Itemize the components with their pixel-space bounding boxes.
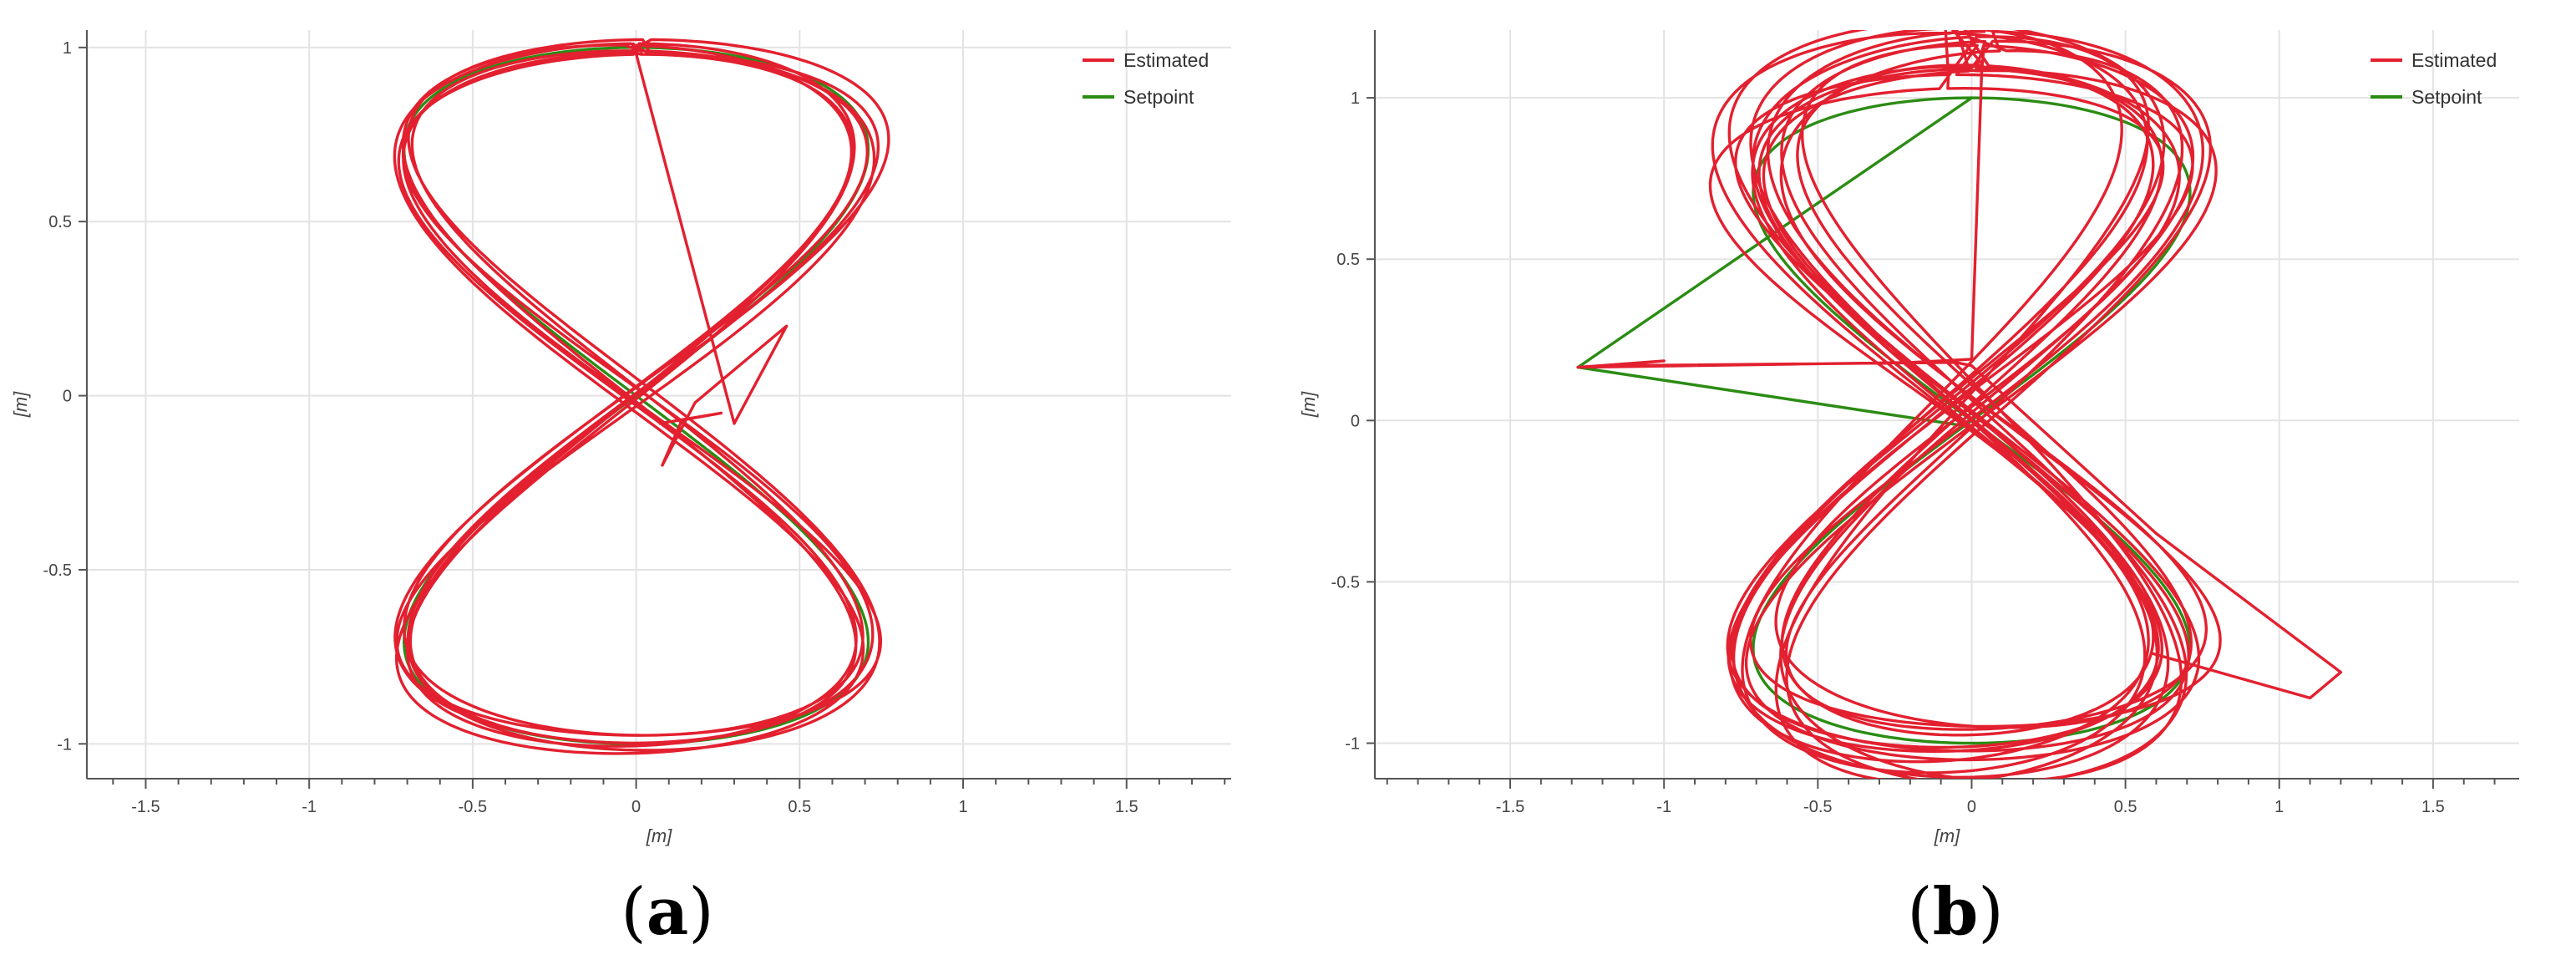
series-line-estimated — [1576, 30, 2343, 779]
trajectory-chart-b: -1.5 -1 -0.5 0 0.5 1 1.5 -1 -0.5 0 0.5 1 [m] [m] Estim… — [1298, 30, 2519, 950]
y-tick-label: 0 — [63, 388, 72, 406]
caption-close-paren: ) — [688, 875, 713, 950]
chart-panel-b: -1.5 -1 -0.5 0 0.5 1 1.5 -1 -0.5 0 0.5 1 [m] [m] Estim… — [1288, 0, 2576, 965]
x-tick-label: -0.5 — [1803, 798, 1832, 816]
y-tick-label: -0.5 — [43, 561, 72, 580]
series-group — [393, 38, 890, 755]
y-tick-label: -1 — [57, 735, 72, 754]
x-tick-label: 0.5 — [788, 798, 811, 816]
legend-label-estimated: Estimated — [1123, 49, 1209, 71]
y-tick-label: -0.5 — [1331, 573, 1360, 592]
panel-caption: (b) — [1907, 874, 2003, 950]
legend-label-setpoint: Setpoint — [2411, 86, 2482, 108]
grid-lines — [87, 30, 1231, 779]
y-tick-label: -1 — [1345, 735, 1360, 754]
caption-open-paren: ( — [1907, 875, 1932, 950]
y-axis-label: [m] — [1298, 391, 1319, 418]
x-axis-label: [m] — [1934, 825, 1960, 846]
x-tick-label: 0 — [631, 798, 641, 816]
series-line-setpoint — [1576, 96, 2192, 745]
x-tick-label: -1 — [1656, 798, 1671, 816]
series-group — [1576, 30, 2343, 779]
panel-caption: (a) — [621, 874, 713, 950]
trajectory-chart-a: -1.5 -1 -0.5 0 0.5 1 1.5 -1 -0.5 0 0.5 1 [m] [m] Estim… — [10, 30, 1231, 950]
y-tick-label: 1 — [1351, 89, 1360, 108]
x-tick-label: 0.5 — [2114, 798, 2137, 816]
caption-letter: b — [1933, 874, 1979, 950]
x-tick-label: -0.5 — [459, 798, 487, 816]
x-axis-label: [m] — [646, 825, 672, 846]
x-tick-label: -1.5 — [131, 798, 160, 816]
caption-open-paren: ( — [621, 875, 646, 950]
y-tick-label: 0.5 — [1336, 251, 1360, 269]
y-tick-label: 0 — [1351, 412, 1360, 430]
legend-label-setpoint: Setpoint — [1123, 86, 1194, 108]
y-tick-label: 1 — [63, 39, 72, 58]
x-tick-label: -1 — [302, 798, 317, 816]
x-tick-label: 1 — [958, 798, 967, 816]
series-line-estimated — [393, 38, 890, 755]
legend: Estimated Setpoint — [2371, 49, 2497, 108]
y-axis-label: [m] — [10, 391, 31, 418]
x-tick-label: 1.5 — [1115, 798, 1138, 816]
caption-letter: a — [647, 874, 689, 950]
legend-label-estimated: Estimated — [2411, 49, 2497, 71]
caption-close-paren: ) — [1978, 875, 2003, 950]
x-tick-label: 1.5 — [2421, 798, 2445, 816]
legend: Estimated Setpoint — [1083, 49, 1209, 108]
chart-panel-a: -1.5 -1 -0.5 0 0.5 1 1.5 -1 -0.5 0 0.5 1 [m] [m] Estim… — [10, 30, 1231, 950]
x-tick-label: 1 — [2274, 798, 2284, 816]
x-tick-label: 0 — [1967, 798, 1976, 816]
x-tick-label: -1.5 — [1496, 798, 1524, 816]
y-tick-label: 0.5 — [48, 213, 72, 231]
